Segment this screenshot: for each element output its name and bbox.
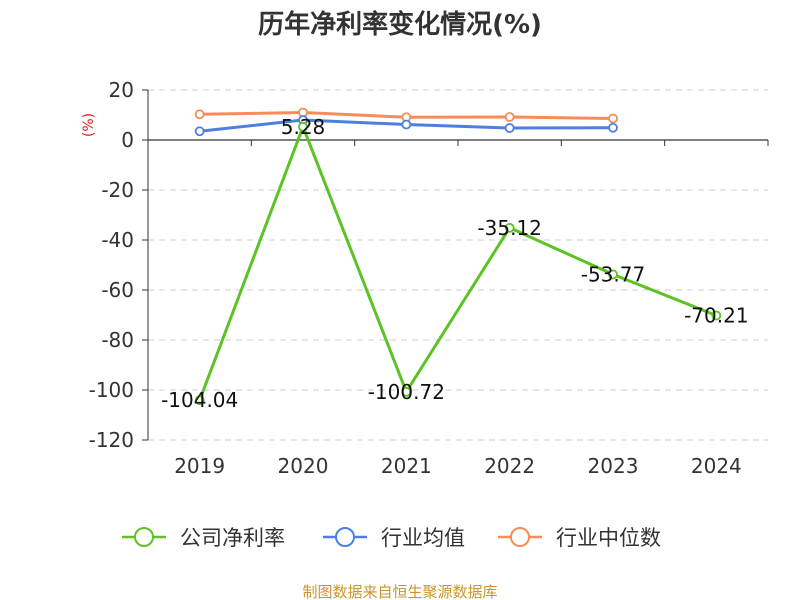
data-labels: -104.04 5.28 -100.72 -35.12 -53.77 -70.21 [161,115,749,412]
data-label: -104.04 [161,388,238,412]
data-label: -70.21 [684,304,748,328]
y-tick-label: 0 [121,128,134,152]
legend-item: 行业均值 [323,526,465,550]
data-point [608,113,618,124]
y-tick-label: -100 [89,378,134,402]
data-point [194,126,205,137]
data-point [504,112,515,122]
series-lines [194,107,722,406]
source-note: 制图数据来自恒生聚源数据库 [302,583,497,600]
data-point [711,310,722,321]
legend-marker [134,527,154,547]
y-tick-label: -60 [101,278,134,302]
legend-marker [335,527,355,547]
gridlines [148,89,768,441]
legend-label: 行业均值 [381,526,465,550]
chart-title: 历年净利率变化情况(%) [258,9,542,40]
data-label: -53.77 [581,262,645,286]
x-tick-label: 2020 [278,454,329,478]
x-tick-label: 2024 [691,454,742,478]
x-tick-label: 2019 [174,454,225,478]
data-label: 5.28 [281,115,326,139]
data-point [608,269,618,280]
x-tick-label: 2022 [484,454,535,478]
series-line [198,125,717,401]
series-行业均值 [194,115,618,137]
y-tick-label: 20 [109,78,134,102]
data-point [194,395,205,406]
data-label: -100.72 [368,380,445,404]
x-tick-label: 2021 [381,454,432,478]
legend-label: 公司净利率 [180,526,285,550]
y-tick-label: -120 [89,428,134,452]
legend: 公司净利率 行业均值 行业中位数 [122,526,661,550]
data-point [194,109,205,120]
data-point [401,386,412,397]
data-point [401,119,412,130]
x-tick-label: 2023 [588,454,639,478]
y-tick-label: -20 [101,178,134,202]
data-point [504,222,515,233]
data-point [504,123,515,133]
legend-item: 公司净利率 [122,526,285,550]
x-tick-labels: 2019 2020 2021 2022 2023 2024 [174,454,742,478]
data-point [298,121,308,132]
data-label: -35.12 [477,216,541,240]
axes [142,89,769,441]
legend-marker [510,527,530,547]
legend-item: 行业中位数 [498,526,661,550]
y-tick-labels: 20 0 -20 -40 -60 -80 -100 -120 [89,78,134,452]
series-公司净利率 [194,121,722,406]
y-tick-label: -80 [101,328,134,352]
y-tick-label: -40 [101,228,134,252]
legend-label: 行业中位数 [556,526,661,550]
series-行业中位数 [194,107,618,124]
data-point [608,122,618,133]
y-unit-label: (%) [81,113,97,137]
